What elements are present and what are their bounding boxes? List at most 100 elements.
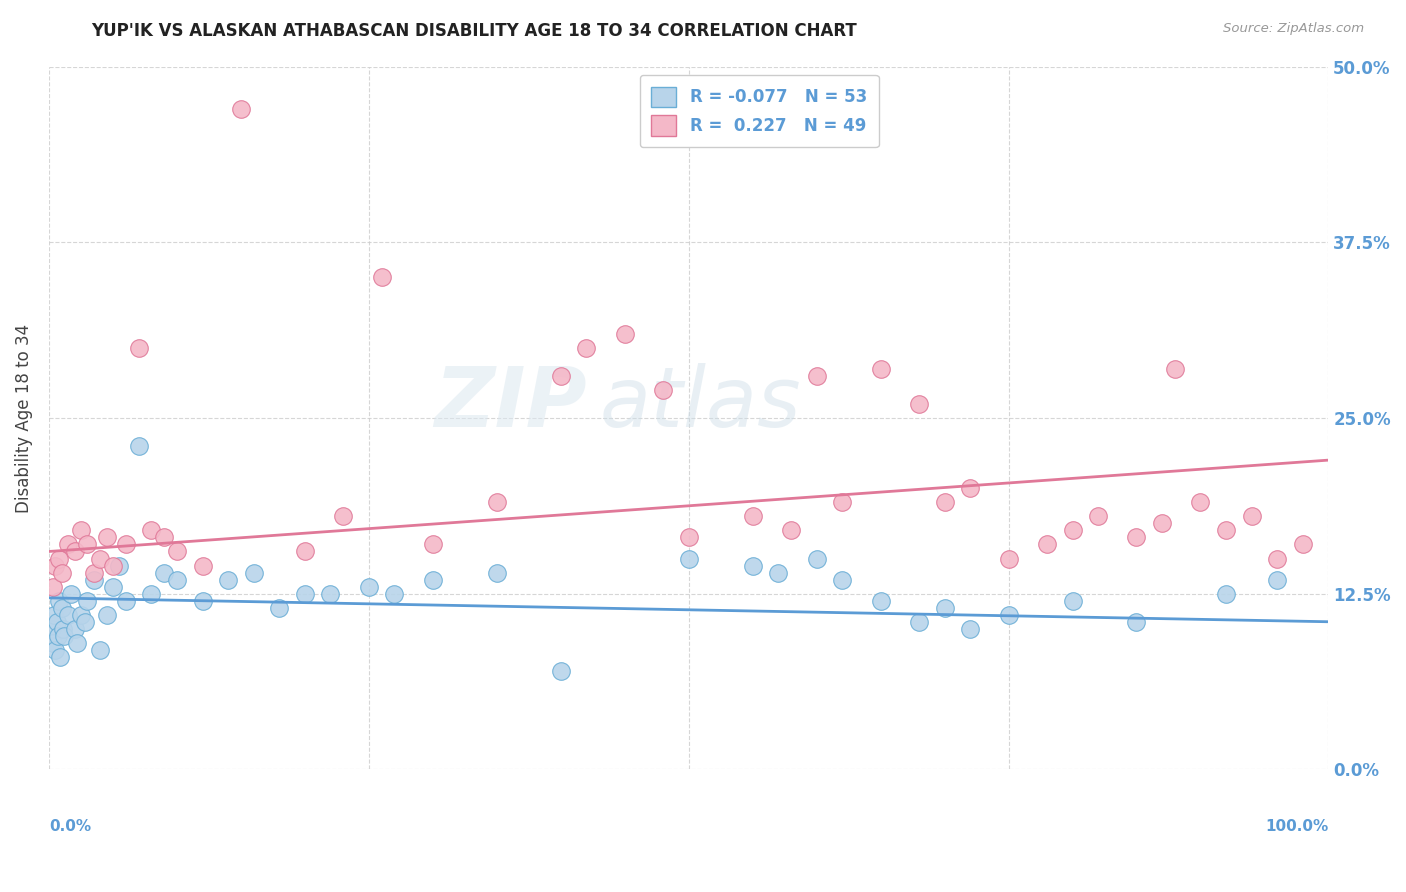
Point xyxy=(128,341,150,355)
Point xyxy=(191,558,214,573)
Point xyxy=(153,566,176,580)
Point xyxy=(934,600,956,615)
Text: YUP'IK VS ALASKAN ATHABASCAN DISABILITY AGE 18 TO 34 CORRELATION CHART: YUP'IK VS ALASKAN ATHABASCAN DISABILITY … xyxy=(91,22,858,40)
Point xyxy=(83,566,105,580)
Point xyxy=(997,607,1019,622)
Point xyxy=(56,607,79,622)
Text: Source: ZipAtlas.com: Source: ZipAtlas.com xyxy=(1223,22,1364,36)
Point xyxy=(357,580,380,594)
Point xyxy=(1215,587,1237,601)
Point xyxy=(76,537,98,551)
Point xyxy=(73,615,96,629)
Point xyxy=(869,361,891,376)
Point xyxy=(89,643,111,657)
Point xyxy=(63,622,86,636)
Text: ZIP: ZIP xyxy=(433,363,586,444)
Point xyxy=(485,495,508,509)
Point xyxy=(191,593,214,607)
Point xyxy=(959,481,981,495)
Point xyxy=(1062,524,1084,538)
Point xyxy=(319,587,342,601)
Point xyxy=(806,551,828,566)
Point xyxy=(1164,361,1187,376)
Point xyxy=(1036,537,1059,551)
Point xyxy=(741,509,763,524)
Point xyxy=(166,544,188,558)
Point xyxy=(217,573,239,587)
Point xyxy=(153,530,176,544)
Point xyxy=(1265,573,1288,587)
Point xyxy=(1152,516,1174,531)
Point xyxy=(294,544,316,558)
Point xyxy=(575,341,598,355)
Point xyxy=(141,524,163,538)
Point xyxy=(422,537,444,551)
Point xyxy=(997,551,1019,566)
Point xyxy=(48,551,70,566)
Point xyxy=(1125,615,1147,629)
Point xyxy=(51,600,73,615)
Y-axis label: Disability Age 18 to 34: Disability Age 18 to 34 xyxy=(15,324,32,513)
Point xyxy=(59,587,82,601)
Point xyxy=(76,593,98,607)
Point xyxy=(96,530,118,544)
Point xyxy=(652,383,675,397)
Point xyxy=(806,368,828,383)
Point xyxy=(101,580,124,594)
Point xyxy=(831,573,853,587)
Point xyxy=(242,566,264,580)
Point xyxy=(96,607,118,622)
Point xyxy=(89,551,111,566)
Point xyxy=(1292,537,1315,551)
Point xyxy=(70,524,93,538)
Point xyxy=(48,593,70,607)
Point xyxy=(128,439,150,453)
Point xyxy=(678,551,700,566)
Point xyxy=(550,368,572,383)
Point xyxy=(831,495,853,509)
Point xyxy=(66,636,89,650)
Point xyxy=(959,622,981,636)
Point xyxy=(51,566,73,580)
Point xyxy=(332,509,354,524)
Point xyxy=(1215,524,1237,538)
Point xyxy=(678,530,700,544)
Point xyxy=(1087,509,1109,524)
Point xyxy=(44,558,66,573)
Point xyxy=(141,587,163,601)
Point xyxy=(269,600,291,615)
Legend: R = -0.077   N = 53, R =  0.227   N = 49: R = -0.077 N = 53, R = 0.227 N = 49 xyxy=(640,75,879,147)
Point xyxy=(41,622,63,636)
Point xyxy=(1062,593,1084,607)
Point xyxy=(229,102,252,116)
Point xyxy=(485,566,508,580)
Point xyxy=(1240,509,1263,524)
Point xyxy=(934,495,956,509)
Point xyxy=(114,537,136,551)
Point xyxy=(52,622,75,636)
Point xyxy=(44,643,66,657)
Point xyxy=(370,270,392,285)
Point xyxy=(63,544,86,558)
Point xyxy=(101,558,124,573)
Point xyxy=(294,587,316,601)
Point xyxy=(42,636,65,650)
Point xyxy=(46,629,69,643)
Text: atlas: atlas xyxy=(599,363,801,444)
Point xyxy=(384,587,406,601)
Point xyxy=(166,573,188,587)
Point xyxy=(53,629,76,643)
Point xyxy=(613,326,636,341)
Text: 100.0%: 100.0% xyxy=(1265,819,1329,833)
Point xyxy=(1189,495,1212,509)
Point xyxy=(908,397,931,411)
Point xyxy=(780,524,803,538)
Point xyxy=(550,664,572,678)
Point xyxy=(70,607,93,622)
Point xyxy=(56,537,79,551)
Point xyxy=(42,580,65,594)
Point xyxy=(49,649,72,664)
Point xyxy=(42,607,65,622)
Point xyxy=(869,593,891,607)
Point xyxy=(741,558,763,573)
